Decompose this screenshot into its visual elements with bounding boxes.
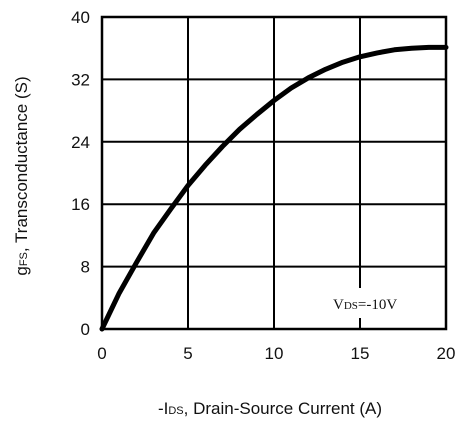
grid bbox=[102, 17, 446, 329]
annotation-box bbox=[325, 288, 437, 318]
y-tick-label: 32 bbox=[71, 70, 90, 89]
plot-frame bbox=[100, 15, 448, 331]
x-tick-label: 15 bbox=[351, 344, 370, 363]
x-tick-label: 10 bbox=[265, 344, 284, 363]
y-tick-label: 16 bbox=[71, 195, 90, 214]
x-tick-label: 5 bbox=[183, 344, 192, 363]
x-tick-label: 20 bbox=[437, 344, 456, 363]
y-tick-label: 0 bbox=[81, 320, 90, 339]
y-tick-label: 40 bbox=[71, 8, 90, 27]
y-tick-labels: 0 8 16 24 32 40 bbox=[71, 8, 90, 339]
y-tick-label: 24 bbox=[71, 133, 90, 152]
x-tick-label: 0 bbox=[97, 344, 106, 363]
x-tick-labels: 0 5 10 15 20 bbox=[97, 344, 455, 363]
x-axis-label: -IDS, Drain-Source Current (A) bbox=[158, 399, 382, 418]
y-tick-label: 8 bbox=[81, 258, 90, 277]
series-line bbox=[99, 44, 449, 332]
y-axis-label: gFS, Transconductance (S) bbox=[12, 76, 31, 275]
annotation: VDS=-10V bbox=[333, 297, 397, 313]
